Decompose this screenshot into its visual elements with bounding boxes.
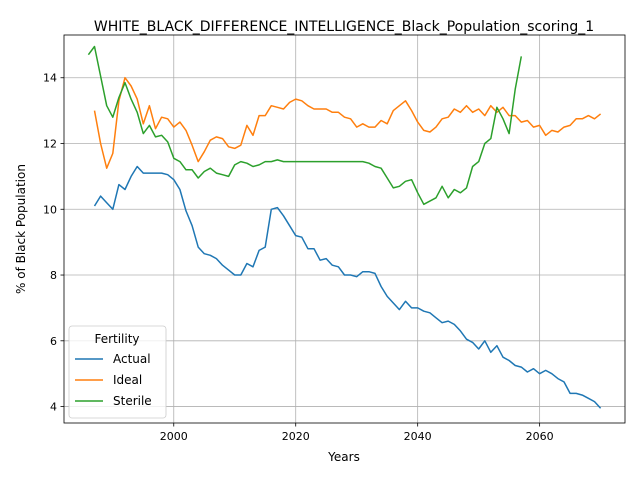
x-tick-label: 2060 [526,430,554,443]
y-tick-label: 14 [43,72,57,85]
y-tick-label: 10 [43,203,57,216]
legend: Fertility Actual Ideal Sterile [68,325,167,419]
x-axis-label: Years [327,450,360,464]
y-axis-label: % of Black Population [14,164,28,294]
y-tick-label: 12 [43,138,57,151]
legend-label-actual: Actual [113,352,151,366]
series-line-ideal [93,76,602,169]
legend-title: Fertility [94,332,139,346]
series-lines [87,45,602,409]
legend-box [68,325,167,419]
legend-label-ideal: Ideal [113,373,142,387]
chart-title: WHITE_BLACK_DIFFERENCE_INTELLIGENCE_Blac… [94,19,594,35]
y-tick-label: 6 [50,335,57,348]
x-tick-label: 2000 [160,430,188,443]
x-tick-label: 2020 [282,430,310,443]
legend-items: Actual Ideal Sterile [75,352,152,408]
series-line-actual [93,165,602,409]
legend-label-sterile: Sterile [113,394,152,408]
plot-frame [63,34,626,424]
y-tick-label: 8 [50,269,57,282]
y-axis-ticks: 4 6 8 10 12 14 [43,72,64,414]
series-line-sterile [87,45,523,206]
gridlines [64,35,625,423]
x-axis-ticks: 2000 2020 2040 2060 [160,423,554,443]
x-tick-label: 2040 [404,430,432,443]
y-tick-label: 4 [50,401,57,414]
